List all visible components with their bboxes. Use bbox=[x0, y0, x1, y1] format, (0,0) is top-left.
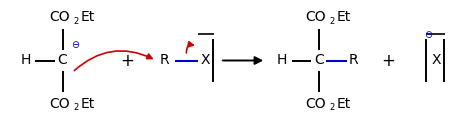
Text: H: H bbox=[277, 53, 288, 68]
Text: C: C bbox=[58, 53, 68, 68]
Text: X: X bbox=[200, 53, 210, 68]
Text: +: + bbox=[382, 52, 395, 69]
Text: $\ominus$: $\ominus$ bbox=[424, 29, 433, 40]
Text: Et: Et bbox=[81, 10, 94, 24]
Text: CO: CO bbox=[50, 97, 70, 111]
Text: C: C bbox=[314, 53, 324, 68]
Text: Et: Et bbox=[337, 97, 351, 111]
Text: CO: CO bbox=[306, 97, 326, 111]
Text: H: H bbox=[21, 53, 31, 68]
Text: +: + bbox=[121, 52, 135, 69]
Text: X: X bbox=[431, 53, 441, 68]
Text: CO: CO bbox=[306, 10, 326, 24]
Text: Et: Et bbox=[81, 97, 94, 111]
Text: $\ominus$: $\ominus$ bbox=[71, 39, 81, 50]
Text: R: R bbox=[349, 53, 359, 68]
Text: 2: 2 bbox=[73, 17, 79, 26]
Text: 2: 2 bbox=[330, 103, 335, 112]
Text: R: R bbox=[160, 53, 169, 68]
Text: 2: 2 bbox=[73, 103, 79, 112]
Text: CO: CO bbox=[50, 10, 70, 24]
Text: Et: Et bbox=[337, 10, 351, 24]
Text: 2: 2 bbox=[330, 17, 335, 26]
